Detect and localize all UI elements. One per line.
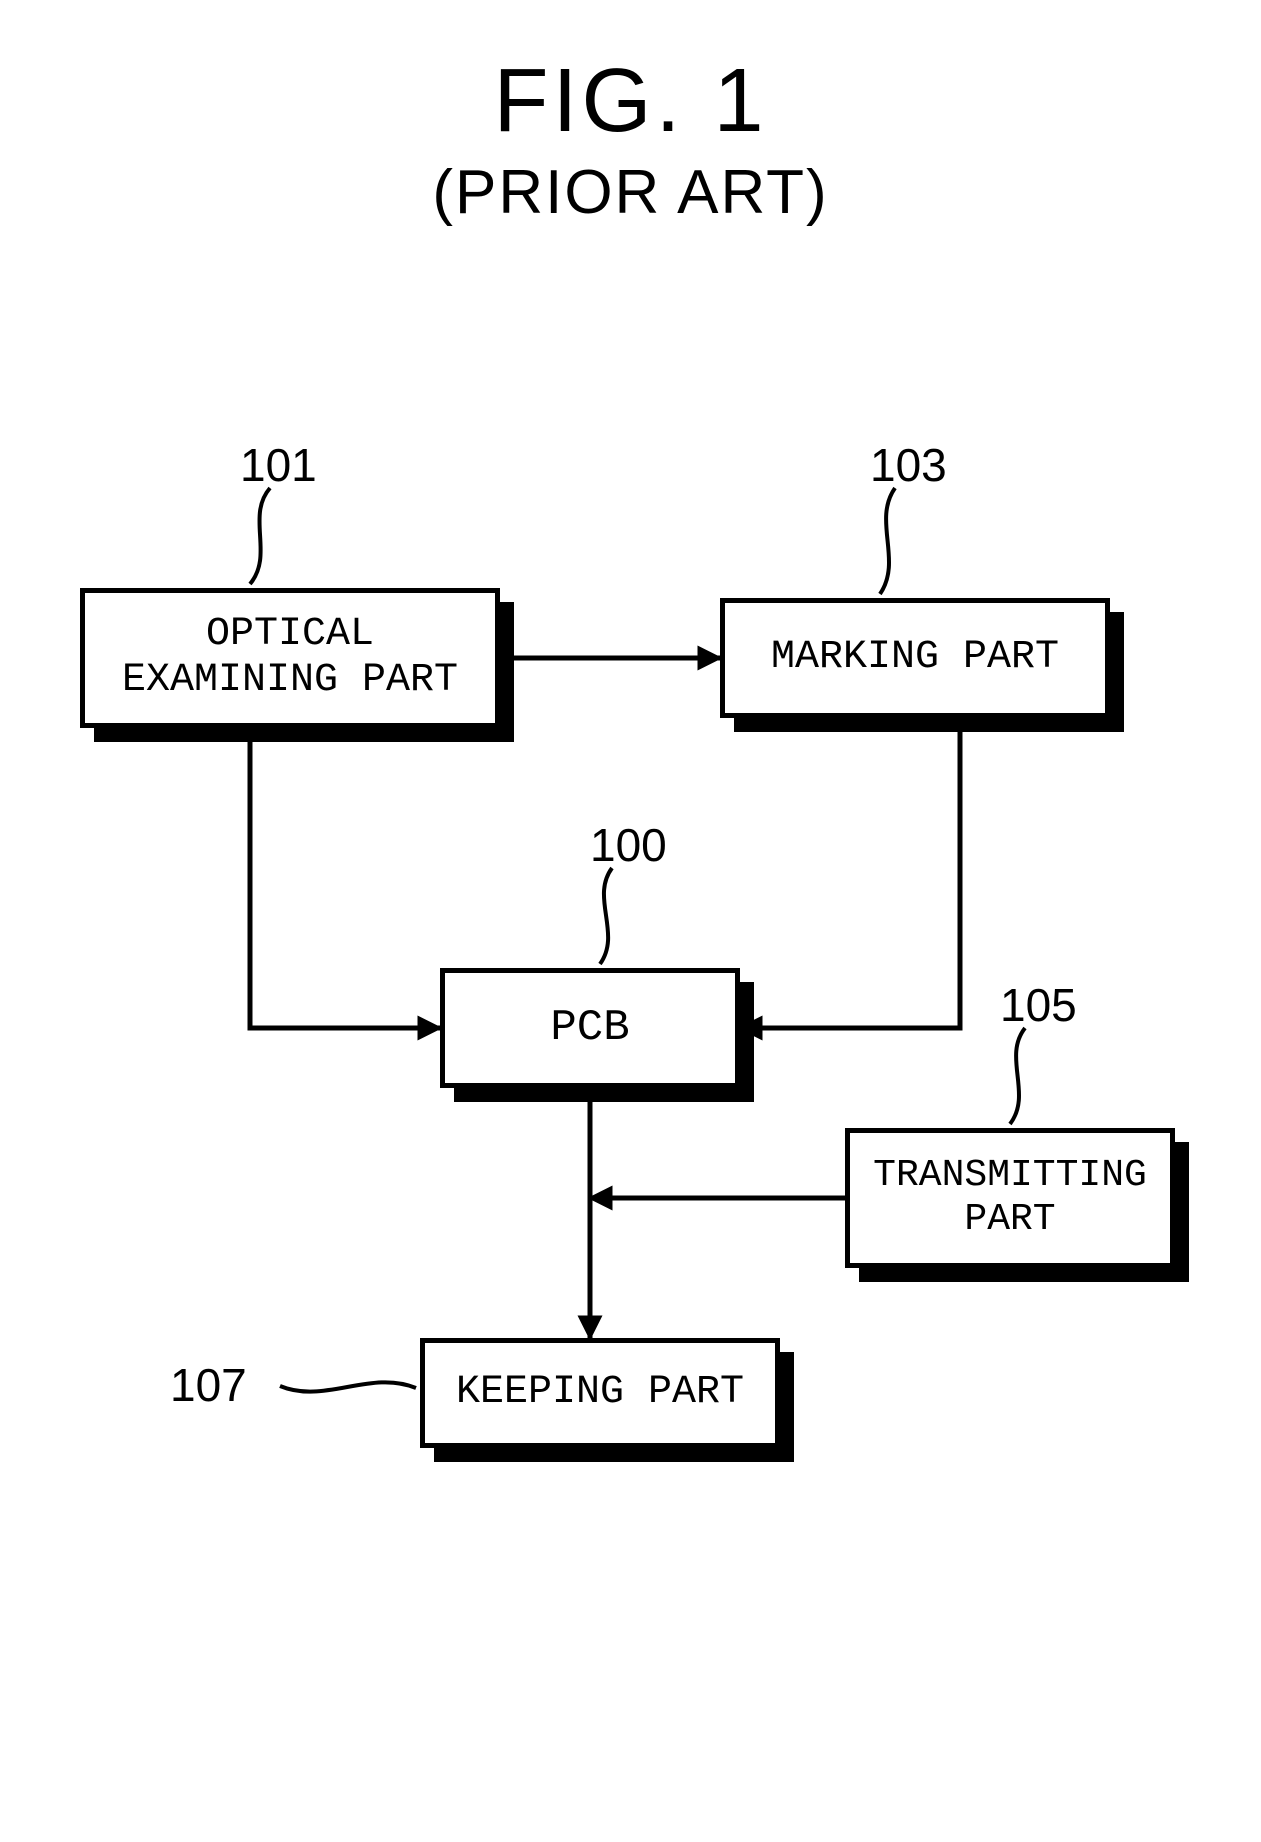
diagram-canvas: OPTICALEXAMINING PART 101 MARKING PART 1… bbox=[0, 228, 1261, 1628]
edge bbox=[250, 728, 440, 1028]
node-marking-label: MARKING PART bbox=[771, 635, 1059, 681]
ref-leader bbox=[280, 1382, 416, 1391]
figure-title: FIG. 1 bbox=[0, 50, 1261, 153]
node-optical: OPTICALEXAMINING PART bbox=[80, 588, 500, 728]
ref-107: 107 bbox=[170, 1358, 247, 1412]
node-pcb-label: PCB bbox=[550, 1003, 629, 1054]
edge bbox=[740, 718, 960, 1028]
ref-105: 105 bbox=[1000, 978, 1077, 1032]
ref-leader bbox=[1010, 1028, 1025, 1124]
ref-101: 101 bbox=[240, 438, 317, 492]
ref-leader bbox=[250, 488, 270, 584]
node-transmitting-label: TRANSMITTINGPART bbox=[873, 1154, 1147, 1241]
node-pcb: PCB bbox=[440, 968, 740, 1088]
ref-leader bbox=[600, 868, 612, 964]
node-keeping: KEEPING PART bbox=[420, 1338, 780, 1448]
figure-subtitle: (PRIOR ART) bbox=[0, 157, 1261, 228]
node-optical-label: OPTICALEXAMINING PART bbox=[122, 612, 458, 704]
node-transmitting: TRANSMITTINGPART bbox=[845, 1128, 1175, 1268]
ref-leader bbox=[880, 488, 895, 594]
ref-100: 100 bbox=[590, 818, 667, 872]
node-marking: MARKING PART bbox=[720, 598, 1110, 718]
node-keeping-label: KEEPING PART bbox=[456, 1370, 744, 1416]
ref-103: 103 bbox=[870, 438, 947, 492]
